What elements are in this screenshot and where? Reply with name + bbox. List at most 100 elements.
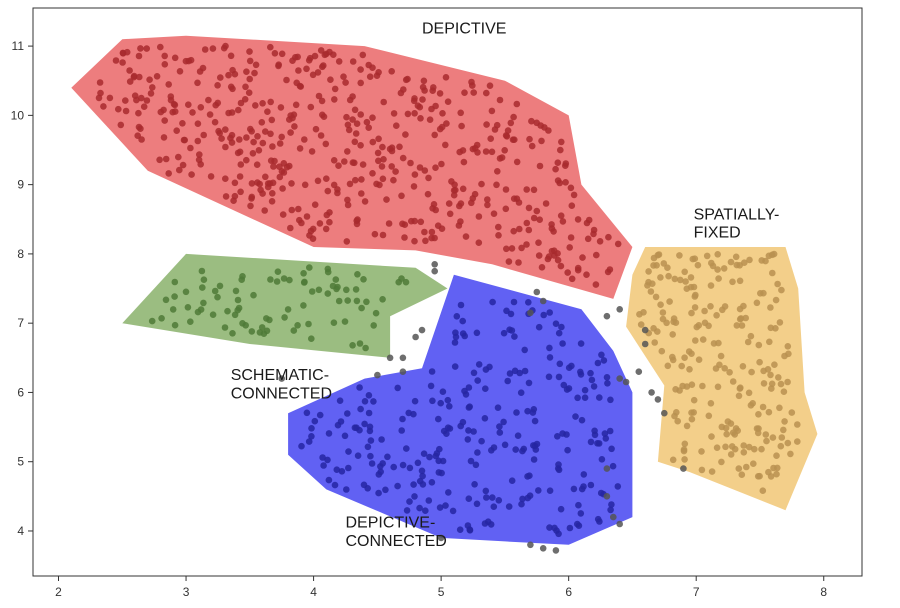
data-point	[665, 272, 672, 280]
data-point	[488, 148, 496, 156]
data-point	[664, 362, 672, 370]
data-point	[557, 146, 564, 154]
data-point	[593, 251, 600, 259]
data-point	[241, 96, 249, 103]
data-point	[234, 296, 242, 304]
data-point	[523, 186, 530, 193]
data-point	[653, 262, 660, 269]
data-point	[353, 297, 361, 305]
data-point	[531, 417, 539, 425]
cluster-region-1	[626, 247, 818, 511]
data-point	[314, 69, 322, 76]
data-point	[546, 354, 554, 361]
data-point	[580, 471, 588, 478]
outlier-point	[654, 396, 662, 403]
data-point	[784, 343, 792, 350]
data-point	[581, 394, 589, 402]
data-point	[122, 97, 129, 104]
data-point	[650, 254, 658, 262]
data-point	[325, 430, 333, 437]
data-point	[490, 503, 498, 511]
data-point	[287, 224, 294, 232]
outlier-point	[437, 534, 445, 542]
data-point	[399, 154, 407, 162]
data-point	[281, 314, 288, 321]
data-point	[683, 383, 691, 390]
data-point	[315, 92, 323, 100]
x-tick-label: 8	[820, 585, 827, 599]
data-point	[379, 296, 386, 303]
data-point	[227, 83, 235, 91]
data-point	[365, 61, 373, 69]
data-point	[248, 328, 256, 335]
data-point	[343, 113, 350, 121]
data-point	[137, 125, 144, 132]
data-point	[295, 67, 302, 74]
outlier-point	[386, 354, 394, 362]
data-point	[483, 494, 490, 501]
data-point	[411, 110, 418, 117]
data-point	[356, 384, 363, 391]
data-point	[185, 57, 192, 65]
data-point	[490, 444, 498, 451]
data-point	[363, 298, 370, 306]
data-point	[352, 286, 360, 293]
data-point	[184, 304, 192, 311]
data-point	[222, 143, 229, 151]
data-point	[373, 72, 381, 79]
data-point	[681, 440, 689, 448]
data-point	[354, 452, 362, 460]
data-point	[217, 74, 224, 81]
data-point	[663, 319, 670, 327]
data-point	[382, 486, 389, 494]
outlier-point	[431, 267, 439, 275]
data-point	[243, 134, 250, 141]
data-point	[297, 83, 305, 90]
data-point	[488, 107, 496, 115]
data-point	[264, 108, 271, 115]
data-point	[442, 502, 449, 509]
data-point	[713, 312, 720, 319]
data-point	[558, 323, 565, 331]
data-point	[278, 133, 286, 141]
data-point	[474, 377, 482, 384]
data-point	[557, 212, 565, 219]
data-point	[329, 282, 337, 290]
data-point	[157, 43, 164, 51]
data-point	[406, 498, 413, 505]
data-point	[235, 106, 242, 114]
data-point	[232, 287, 240, 295]
data-point	[671, 412, 678, 420]
data-point	[298, 442, 305, 450]
data-point	[705, 412, 713, 420]
y-tick-label: 6	[17, 385, 24, 399]
data-point	[171, 54, 179, 62]
data-point	[708, 433, 715, 440]
data-point	[651, 339, 658, 346]
data-point	[530, 186, 538, 194]
data-point	[354, 216, 361, 223]
data-point	[176, 68, 184, 75]
data-point	[96, 79, 104, 86]
data-point	[581, 386, 589, 394]
data-point	[344, 148, 351, 155]
data-point	[205, 96, 212, 104]
data-point	[187, 144, 194, 152]
data-point	[303, 65, 310, 73]
data-point	[575, 501, 582, 509]
data-point	[505, 503, 513, 510]
data-point	[324, 265, 332, 273]
data-point	[327, 76, 334, 83]
data-point	[436, 504, 444, 511]
data-point	[444, 98, 452, 105]
data-point	[645, 268, 652, 275]
data-point	[765, 408, 773, 416]
data-point	[320, 462, 327, 469]
data-point	[744, 338, 752, 346]
data-point	[359, 51, 367, 59]
data-point	[388, 144, 396, 151]
data-point	[344, 201, 352, 209]
data-point	[357, 66, 364, 73]
data-point	[429, 397, 436, 405]
data-point	[604, 380, 611, 387]
